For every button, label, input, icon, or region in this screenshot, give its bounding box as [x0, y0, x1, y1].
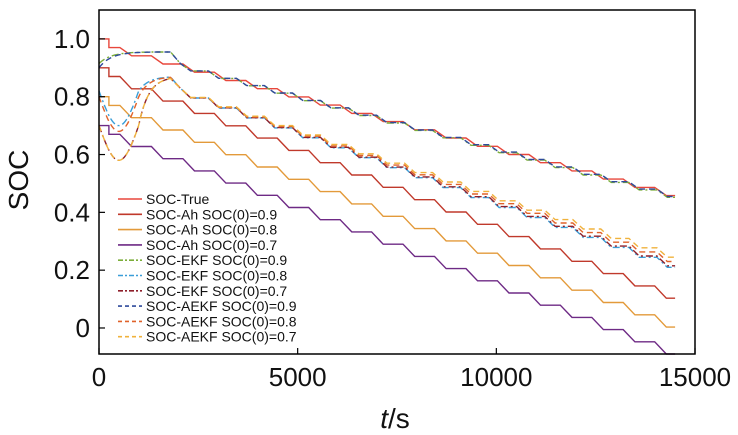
legend-label: SOC-AEKF SOC(0)=0.9: [146, 298, 297, 314]
legend-label: SOC-EKF SOC(0)=0.8: [146, 268, 287, 284]
legend-label: SOC-AEKF SOC(0)=0.7: [146, 329, 297, 345]
y-tick-label: 0.2: [54, 255, 90, 285]
x-tick-label: 0: [92, 362, 106, 392]
y-tick-label: 0.6: [54, 140, 90, 170]
legend-label: SOC-EKF SOC(0)=0.9: [146, 252, 287, 268]
legend-label: SOC-Ah SOC(0)=0.8: [146, 222, 277, 238]
y-tick-label: 1.0: [54, 24, 90, 54]
series-line: [99, 52, 675, 197]
soc-chart: 0 5000 10000 15000 0 0.2 0.4 0.6 0.8 1.0 SOC-True…: [0, 0, 738, 435]
x-tick-label: 15000: [659, 362, 731, 392]
legend-label: SOC-AEKF SOC(0)=0.8: [146, 313, 297, 329]
series-line: [99, 52, 675, 197]
x-tick-label: 10000: [460, 362, 532, 392]
legend-label: SOC-True: [146, 191, 209, 207]
legend-label: SOC-EKF SOC(0)=0.7: [146, 283, 287, 299]
x-axis-title: t/s: [380, 403, 410, 434]
y-tick-label: 0.8: [54, 82, 90, 112]
x-tick-label: 5000: [269, 362, 327, 392]
y-axis-title: SOC: [3, 150, 34, 211]
legend-label: SOC-Ah SOC(0)=0.9: [146, 206, 277, 222]
legend-label: SOC-Ah SOC(0)=0.7: [146, 237, 277, 253]
y-tick-label: 0: [76, 313, 90, 343]
series-line: [99, 39, 675, 196]
y-tick-label: 0.4: [54, 197, 90, 227]
